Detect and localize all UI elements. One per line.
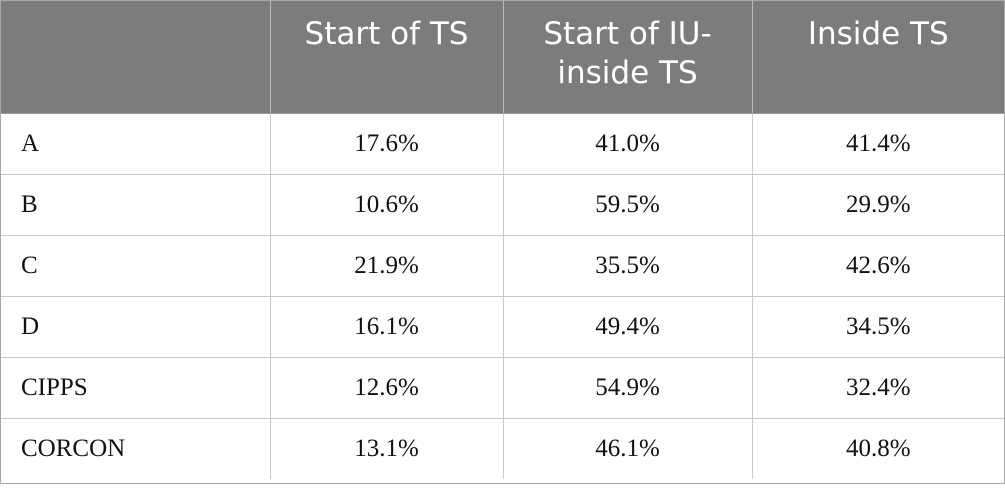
table-cell: 41.0% [503,113,753,175]
header-cell-empty [1,1,271,114]
row-label: A [1,113,271,175]
table-cell: 35.5% [503,235,753,297]
table-row: A 17.6% 41.0% 41.4% [1,113,1004,175]
table-row: CORCON 13.1% 46.1% 40.8% [1,418,1004,479]
row-label: D [1,296,271,358]
header-row: Start of TS Start of IU- inside TS Insid… [1,1,1004,114]
header-cell-inside-ts: Inside TS [752,1,1004,114]
table-cell: 29.9% [752,174,1004,236]
table-cell: 59.5% [503,174,753,236]
table-cell: 21.9% [270,235,504,297]
table-cell: 12.6% [270,357,504,419]
table-cell: 17.6% [270,113,504,175]
table-cell: 41.4% [752,113,1004,175]
table-row: D 16.1% 49.4% 34.5% [1,296,1004,358]
row-label: B [1,174,271,236]
table-header: Start of TS Start of IU- inside TS Insid… [1,1,1004,114]
table-cell: 10.6% [270,174,504,236]
table-cell: 32.4% [752,357,1004,419]
table-cell: 40.8% [845,434,911,462]
data-table: Start of TS Start of IU- inside TS Insid… [1,1,1004,479]
row-label: CORCON [1,418,271,479]
table-body: A 17.6% 41.0% 41.4% B 10.6% 59.5% 29.9% … [1,113,1004,479]
table-cell: 54.9% [503,357,753,419]
table-cell: 16.1% [270,296,504,358]
table-cell: 46.1% [503,418,753,479]
header-cell-start-of-iu-inside-ts: Start of IU- inside TS [503,1,753,114]
table-cell: 42.6% [752,235,1004,297]
header-cell-start-of-ts: Start of TS [270,1,504,114]
table-cell: 49.4% [503,296,753,358]
header-cell-start-of-iu-inside-ts-line1: Start of IU- inside TS [543,16,712,91]
row-label: C [1,235,271,297]
table-cell: 13.1% [270,418,504,479]
table-row: B 10.6% 59.5% 29.9% [1,174,1004,236]
row-label: CIPPS [1,357,271,419]
table-row: CIPPS 12.6% 54.9% 32.4% [1,357,1004,419]
table-cell: 34.5% [752,296,1004,358]
table-row: C 21.9% 35.5% 42.6% [1,235,1004,297]
